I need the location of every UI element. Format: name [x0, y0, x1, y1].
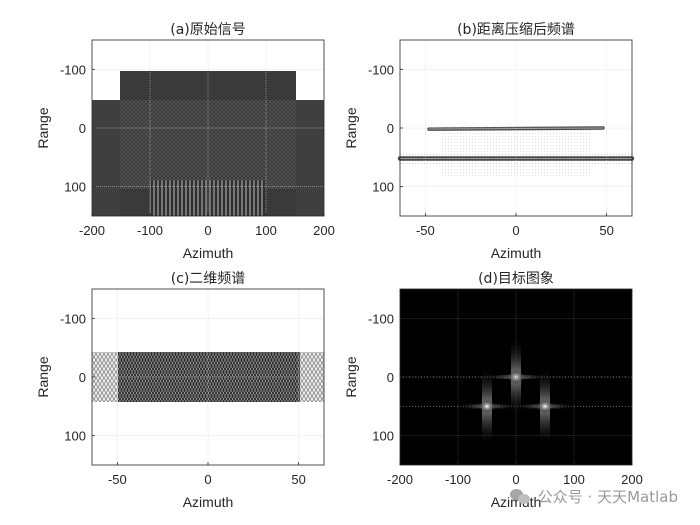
x-tick-label: -100	[137, 223, 163, 238]
wechat-icon	[509, 488, 532, 505]
ticks-a: -200 -100 0 100 200 -100 0 100	[60, 62, 335, 238]
x-tick-label: -200	[79, 223, 105, 238]
x-tick-label: 0	[512, 223, 519, 238]
chart-panel-b: -50 0 50 -100 0 100 (b)距离压缩后频谱 Azimuth Range	[343, 21, 635, 261]
y-tick-label: 0	[79, 121, 86, 136]
x-tick-label: -100	[445, 472, 471, 487]
y-axis-label-b: Range	[343, 107, 359, 148]
x-tick-label: 100	[255, 223, 277, 238]
spectrum-haze	[440, 126, 590, 176]
x-tick-label: -50	[108, 472, 127, 487]
y-tick-label: 100	[64, 180, 86, 195]
watermark: 公众号 · 天天Matlab	[509, 486, 678, 507]
y-tick-label: 0	[79, 370, 86, 385]
x-tick-label: -200	[387, 472, 413, 487]
x-tick-label: 200	[313, 223, 335, 238]
y-tick-label: 100	[372, 180, 394, 195]
x-axis-label-b: Azimuth	[491, 245, 542, 261]
chart-title-d: (d)目标图象	[478, 271, 554, 287]
ticks-c: -50 0 50 -100 0 100	[60, 311, 306, 487]
y-tick-label: 100	[64, 429, 86, 444]
y-tick-label: 0	[387, 370, 394, 385]
ticks-d: -200 -100 0 100 200 -100 0 100	[368, 311, 643, 487]
y-axis-label-a: Range	[35, 107, 51, 148]
y-tick-label: 0	[387, 121, 394, 136]
x-tick-label: 0	[512, 472, 519, 487]
target-point	[536, 399, 554, 414]
y-tick-label: -100	[368, 62, 394, 77]
x-axis-label-c: Azimuth	[183, 494, 234, 510]
x-tick-label: 50	[599, 223, 613, 238]
y-axis-label-c: Range	[35, 356, 51, 397]
chart-title-b: (b)距离压缩后频谱	[457, 21, 575, 38]
x-tick-label: 100	[563, 472, 585, 487]
y-tick-label: -100	[60, 311, 86, 326]
chart-panel-c: -50 0 50 -100 0 100 (c)二维频谱 Azimuth Range	[35, 271, 325, 510]
grid-c	[92, 289, 324, 465]
y-axis-label-d: Range	[343, 356, 359, 397]
y-tick-label: -100	[368, 311, 394, 326]
x-tick-label: 200	[621, 472, 643, 487]
target-point	[478, 399, 496, 414]
y-tick-label: -100	[60, 62, 86, 77]
x-tick-label: -50	[416, 223, 435, 238]
image-stripes	[150, 180, 265, 216]
y-tick-label: 100	[372, 429, 394, 444]
x-tick-label: 0	[204, 472, 211, 487]
ticks-b: -50 0 50 -100 0 100	[368, 62, 614, 238]
grid-b	[400, 40, 632, 216]
chart-title-a: (a)原始信号	[170, 22, 246, 38]
x-tick-label: 50	[291, 472, 305, 487]
x-tick-label: 0	[204, 223, 211, 238]
watermark-text: 公众号 · 天天Matlab	[537, 488, 678, 506]
x-axis-label-a: Azimuth	[183, 245, 234, 261]
chart-title-c: (c)二维频谱	[171, 271, 246, 287]
